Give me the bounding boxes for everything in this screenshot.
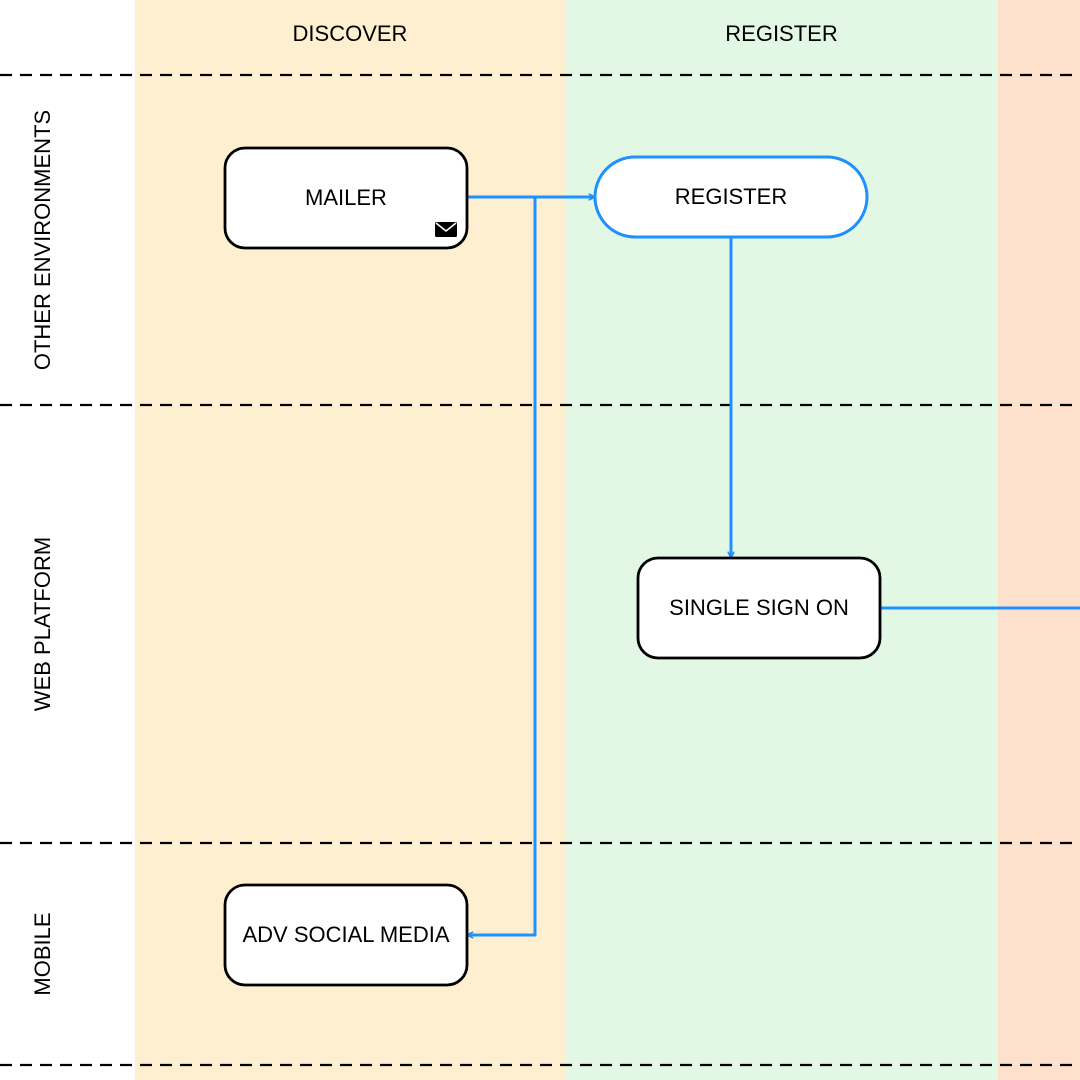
node-label-register: REGISTER	[675, 184, 787, 209]
node-adv: ADV SOCIAL MEDIA	[225, 885, 467, 985]
column-label-discover: DISCOVER	[293, 21, 408, 46]
column-band-third	[998, 0, 1080, 1080]
row-label-mobile: MOBILE	[30, 912, 55, 995]
node-label-sso: SINGLE SIGN ON	[669, 595, 849, 620]
node-label-adv: ADV SOCIAL MEDIA	[242, 922, 449, 947]
node-mailer: MAILER	[225, 148, 467, 248]
column-header-tint-third	[998, 0, 1080, 75]
row-label-web: WEB PLATFORM	[30, 537, 55, 711]
envelope-icon	[435, 222, 457, 237]
row-label-gutter	[0, 0, 135, 1080]
row-label-other: OTHER ENVIRONMENTS	[30, 110, 55, 370]
node-register: REGISTER	[595, 157, 867, 237]
node-label-mailer: MAILER	[305, 185, 387, 210]
node-sso: SINGLE SIGN ON	[638, 558, 880, 658]
column-label-register: REGISTER	[725, 21, 837, 46]
